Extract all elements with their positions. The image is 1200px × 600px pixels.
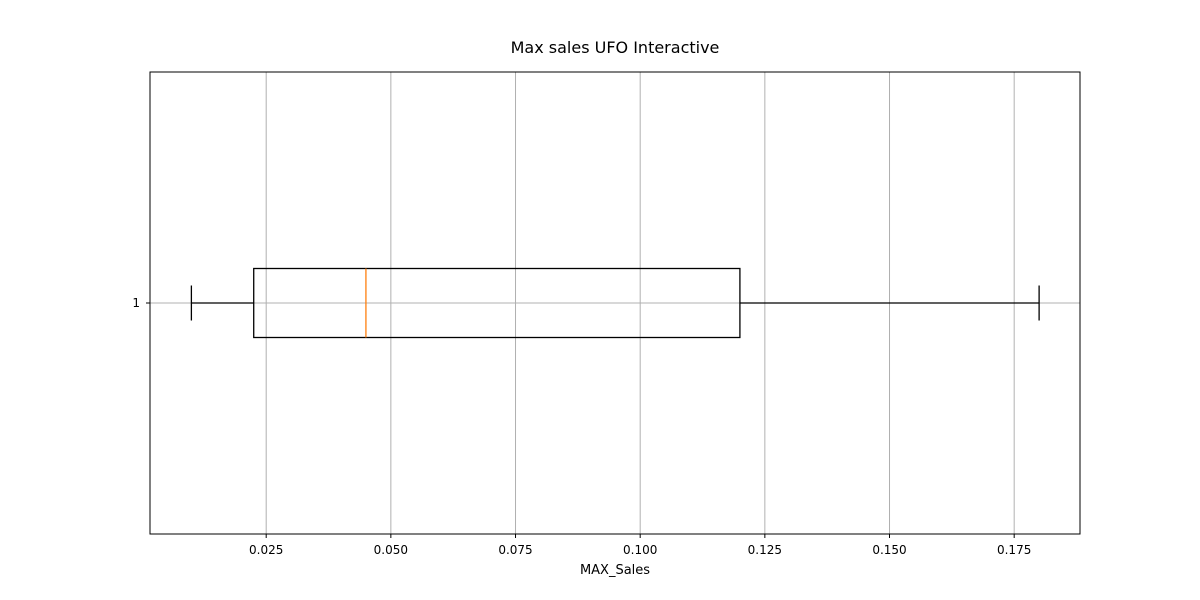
x-tick-label: 0.175: [997, 543, 1031, 557]
y-axis-ticks: 1: [132, 296, 150, 310]
y-tick-label: 1: [132, 296, 140, 310]
x-tick-label: 0.050: [374, 543, 408, 557]
iqr-box: [253, 267, 741, 339]
x-tick-label: 0.075: [498, 543, 532, 557]
x-tick-label: 0.025: [249, 543, 283, 557]
x-tick-label: 0.150: [872, 543, 906, 557]
x-axis-label: MAX_Sales: [580, 563, 650, 578]
x-tick-label: 0.100: [623, 543, 657, 557]
x-tick-label: 0.125: [748, 543, 782, 557]
chart-title: Max sales UFO Interactive: [511, 38, 720, 57]
box-layer: [190, 267, 1040, 339]
x-axis-ticks: 0.025 0.050 0.075 0.100 0.125 0.150 0.175: [249, 534, 1031, 557]
